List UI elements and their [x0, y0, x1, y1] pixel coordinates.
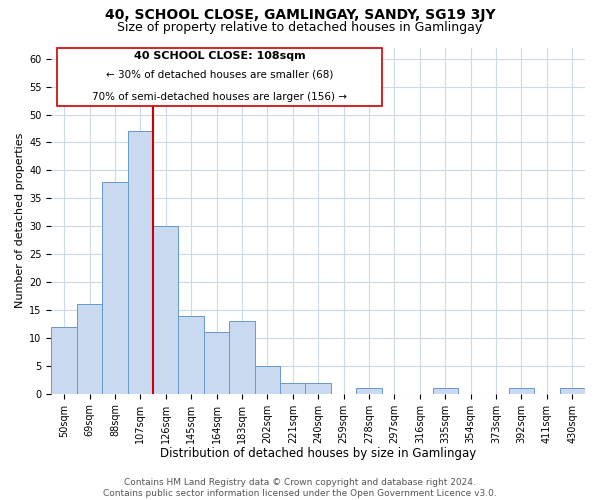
Text: 40 SCHOOL CLOSE: 108sqm: 40 SCHOOL CLOSE: 108sqm [134, 51, 305, 61]
Bar [77, 304, 102, 394]
Bar [229, 321, 254, 394]
Bar [356, 388, 382, 394]
Bar [102, 182, 128, 394]
FancyBboxPatch shape [57, 48, 382, 106]
Bar [204, 332, 229, 394]
Bar [52, 326, 77, 394]
Text: Contains HM Land Registry data © Crown copyright and database right 2024.
Contai: Contains HM Land Registry data © Crown c… [103, 478, 497, 498]
Text: Size of property relative to detached houses in Gamlingay: Size of property relative to detached ho… [118, 21, 482, 34]
Y-axis label: Number of detached properties: Number of detached properties [15, 133, 25, 308]
Bar [305, 382, 331, 394]
Bar [560, 388, 585, 394]
Bar [280, 382, 305, 394]
Text: ← 30% of detached houses are smaller (68): ← 30% of detached houses are smaller (68… [106, 70, 333, 80]
Bar [153, 226, 178, 394]
Bar [178, 316, 204, 394]
Text: 40, SCHOOL CLOSE, GAMLINGAY, SANDY, SG19 3JY: 40, SCHOOL CLOSE, GAMLINGAY, SANDY, SG19… [104, 8, 496, 22]
Bar [128, 132, 153, 394]
X-axis label: Distribution of detached houses by size in Gamlingay: Distribution of detached houses by size … [160, 447, 476, 460]
Bar [254, 366, 280, 394]
Bar [509, 388, 534, 394]
Text: 70% of semi-detached houses are larger (156) →: 70% of semi-detached houses are larger (… [92, 92, 347, 102]
Bar [433, 388, 458, 394]
